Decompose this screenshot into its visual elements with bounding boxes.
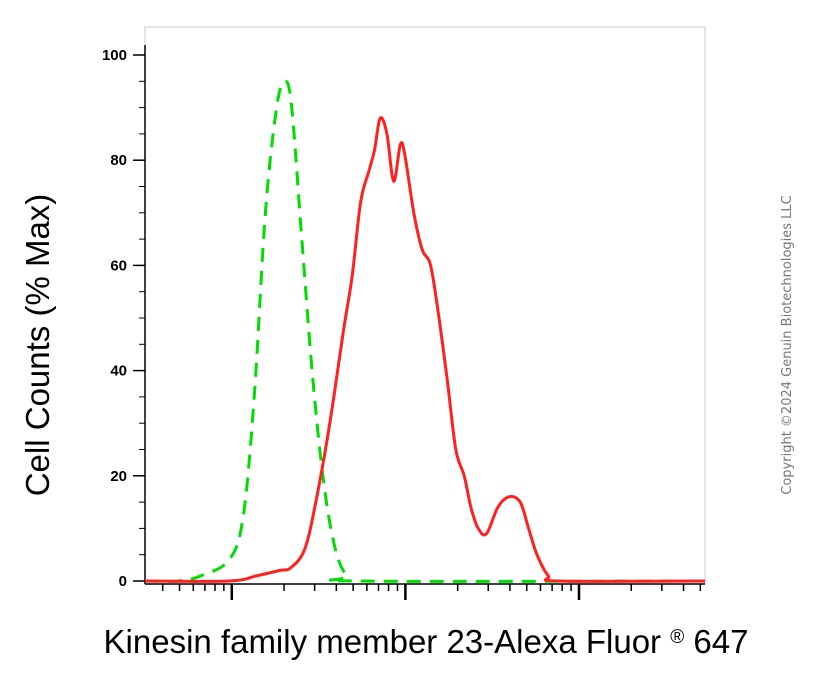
y-tick-label: 60 [110, 257, 127, 274]
y-tick-label: 0 [119, 573, 127, 590]
y-axis: 0 20 40 60 80 100 [102, 45, 146, 590]
series-layer [144, 79, 706, 583]
y-tick-label: 40 [110, 363, 127, 380]
y-axis-title: Cell Counts (% Max) [19, 194, 56, 497]
x-axis-title-main: Kinesin family member 23-Alexa Fluor [104, 623, 662, 660]
plot-frame [144, 26, 706, 585]
stained-histogram-line [144, 116, 706, 583]
y-tick-label: 100 [102, 47, 127, 64]
registered-mark: ® [670, 627, 684, 648]
x-axis-title: Kinesin family member 23-Alexa Fluor ® 6… [104, 623, 749, 660]
control-histogram-line [144, 79, 706, 583]
y-tick-label: 80 [110, 152, 127, 169]
y-tick-label: 20 [110, 468, 127, 485]
x-axis-title-suffix: 647 [693, 623, 748, 660]
copyright-watermark: Copyright ©2024 Genuin Biotechnologies L… [780, 195, 795, 494]
x-axis [145, 583, 705, 600]
